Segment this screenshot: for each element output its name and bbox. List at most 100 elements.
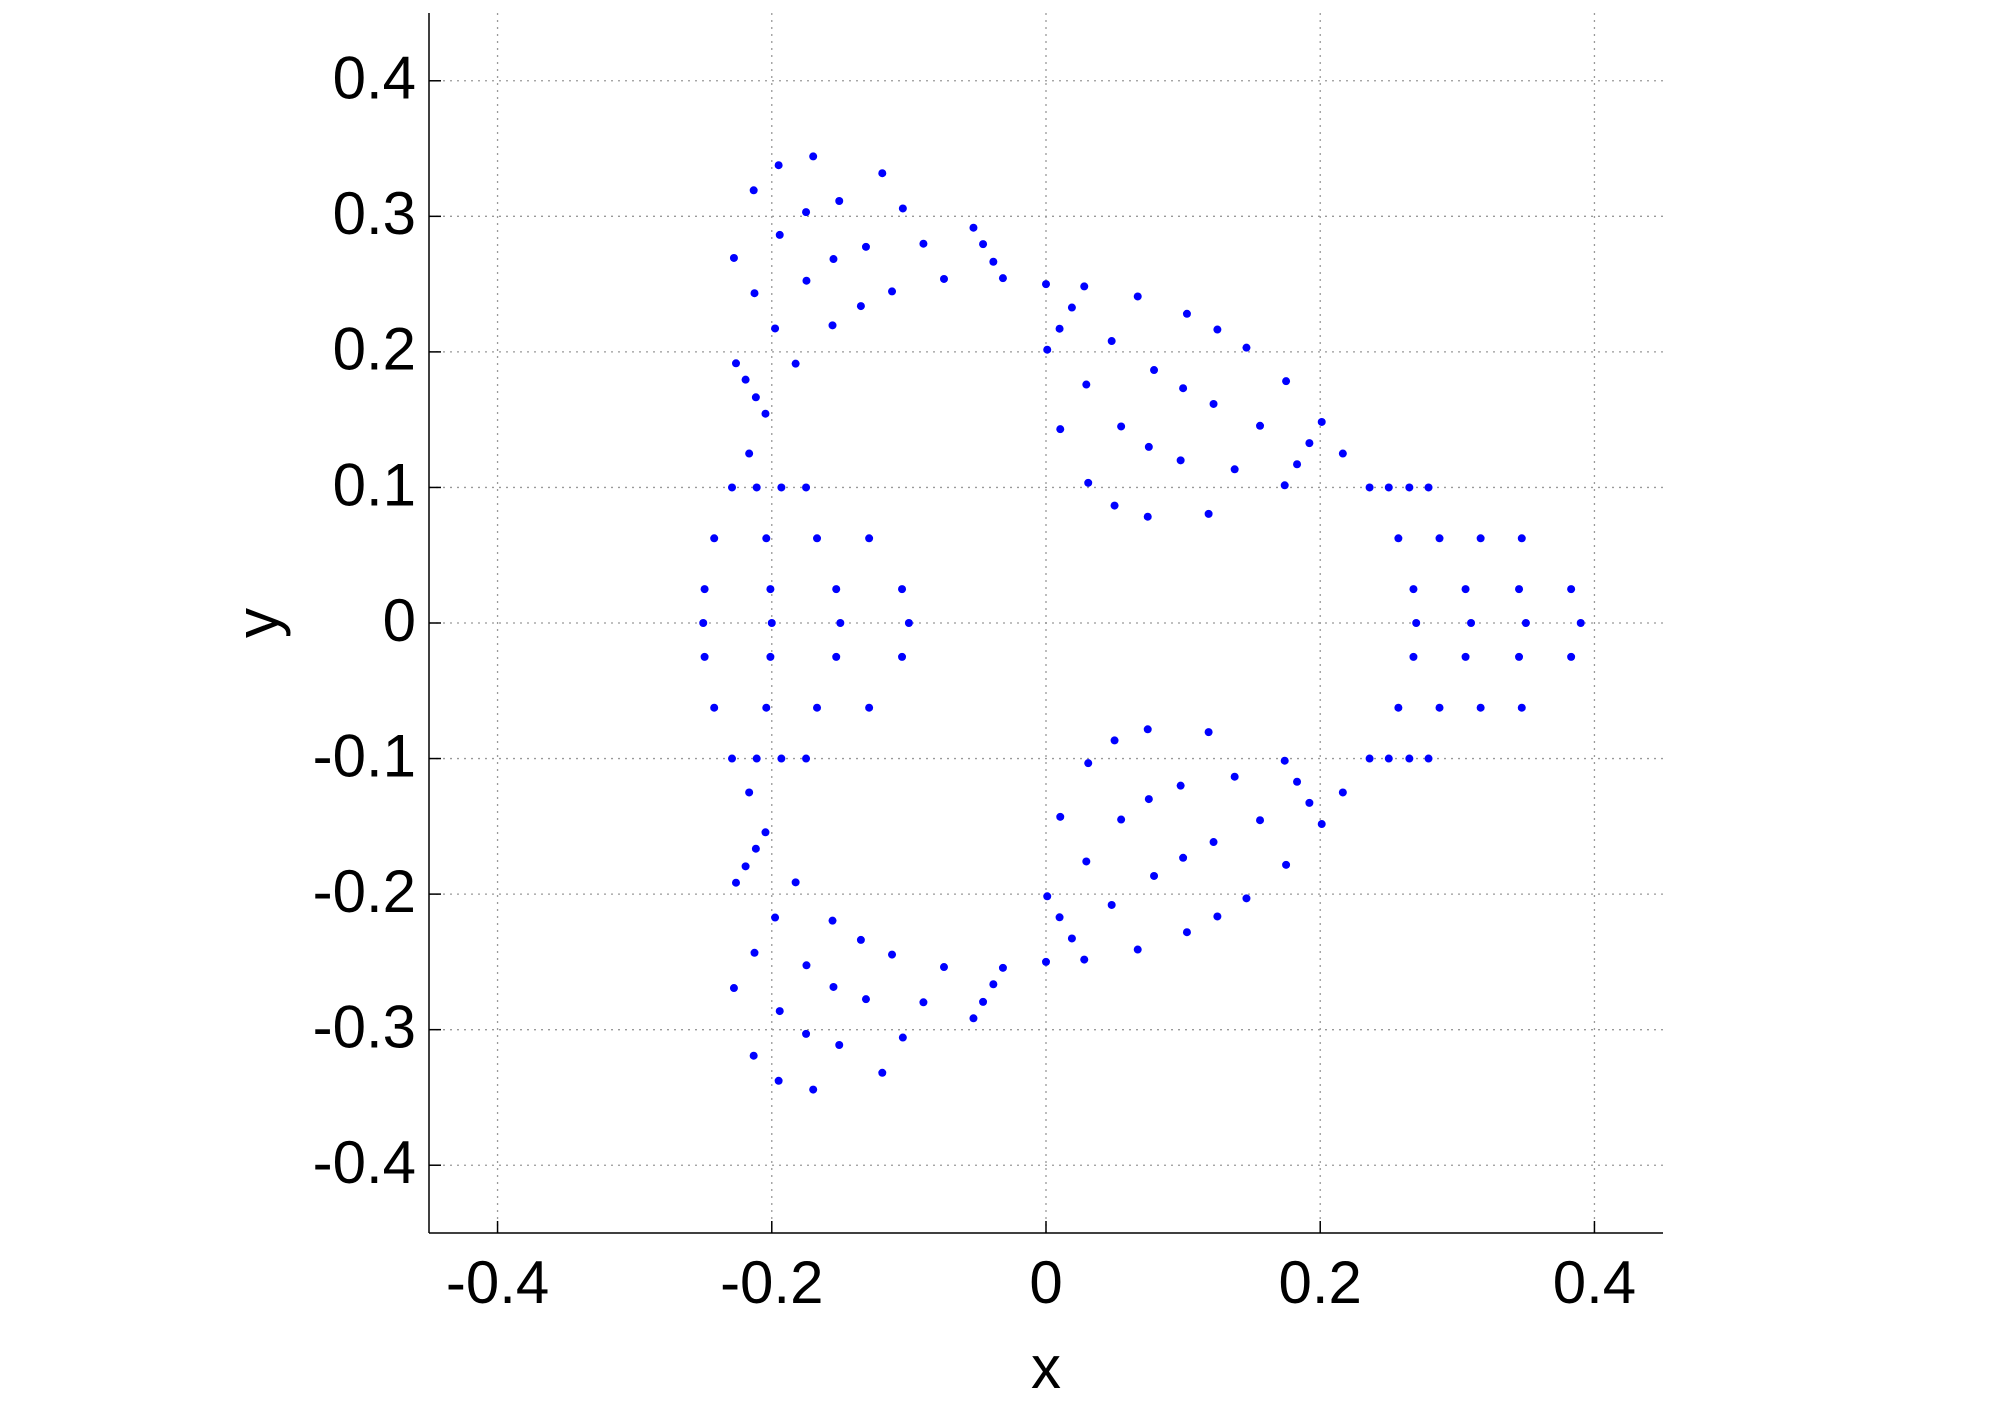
point: [766, 652, 775, 661]
point: [989, 980, 998, 989]
y-tick-label: 0.4: [333, 45, 416, 112]
point: [919, 998, 928, 1007]
y-tick-label: 0.3: [333, 180, 416, 247]
point: [979, 240, 988, 249]
point: [729, 253, 738, 262]
point: [919, 239, 928, 248]
point: [998, 274, 1007, 283]
point: [878, 1068, 887, 1077]
point: [1176, 781, 1185, 790]
point: [969, 223, 978, 232]
point: [750, 948, 759, 957]
point: [762, 534, 771, 543]
point: [1213, 325, 1222, 334]
y-tick-label: -0.1: [313, 722, 416, 789]
point: [1056, 812, 1065, 821]
point: [766, 585, 775, 594]
point: [699, 619, 708, 627]
point: [802, 961, 811, 970]
point: [1043, 345, 1052, 354]
point: [1476, 534, 1485, 543]
point: [1338, 449, 1347, 458]
point: [989, 257, 998, 266]
point: [1067, 934, 1076, 943]
point: [771, 324, 780, 333]
point: [1409, 652, 1418, 661]
y-tick-label: -0.3: [313, 994, 416, 1061]
point: [861, 242, 870, 251]
point: [1435, 534, 1444, 543]
y-axis-label: y: [224, 608, 291, 638]
point: [1567, 585, 1576, 594]
point: [750, 289, 759, 298]
point: [802, 276, 811, 285]
point: [1067, 303, 1076, 312]
point: [1394, 703, 1403, 712]
point: [1110, 736, 1119, 745]
point: [1424, 483, 1433, 492]
point: [835, 1040, 844, 1049]
point: [1133, 292, 1142, 301]
point: [1461, 652, 1470, 661]
point: [1317, 417, 1326, 426]
point: [1305, 439, 1314, 448]
point: [1056, 425, 1065, 434]
point: [1435, 703, 1444, 712]
point: [1042, 957, 1050, 966]
point: [1043, 892, 1052, 901]
point: [751, 393, 760, 402]
point: [741, 862, 750, 871]
y-tick-label: 0.1: [333, 451, 416, 518]
x-tick-label: -0.2: [720, 1249, 823, 1316]
point: [1515, 652, 1524, 661]
point: [1394, 534, 1403, 543]
point: [898, 1033, 907, 1042]
point: [752, 754, 761, 763]
point: [1150, 871, 1159, 880]
point: [731, 878, 740, 887]
point: [774, 1076, 783, 1085]
point: [1204, 509, 1213, 518]
point: [710, 703, 719, 712]
point: [1461, 585, 1470, 594]
point: [728, 483, 737, 492]
point: [939, 274, 948, 283]
point: [1365, 754, 1374, 763]
point: [832, 585, 841, 594]
point: [741, 375, 750, 384]
point: [1230, 772, 1239, 781]
point: [1110, 501, 1119, 510]
point: [1055, 324, 1064, 333]
point: [1476, 703, 1485, 712]
point: [1143, 512, 1152, 521]
point: [1256, 421, 1265, 430]
point: [1144, 795, 1153, 804]
point: [856, 302, 865, 311]
point: [828, 916, 837, 925]
point: [802, 208, 811, 217]
y-tick-label: -0.4: [313, 1129, 416, 1196]
point: [761, 409, 770, 418]
x-tick-label: -0.4: [446, 1249, 549, 1316]
point: [888, 950, 897, 959]
point: [802, 1029, 811, 1038]
point: [1179, 853, 1188, 862]
point: [1242, 894, 1251, 903]
point: [777, 754, 786, 763]
x-tick-label: 0: [1029, 1249, 1062, 1316]
point: [979, 997, 988, 1006]
point: [777, 483, 786, 492]
point: [878, 169, 887, 178]
point: [865, 534, 874, 543]
point: [1176, 456, 1185, 465]
point: [1365, 483, 1374, 492]
point: [865, 703, 874, 712]
point: [1107, 900, 1116, 909]
point: [1082, 380, 1091, 389]
point: [1133, 945, 1142, 954]
point: [856, 935, 865, 944]
x-axis-label: x: [1031, 1334, 1061, 1400]
point: [1515, 585, 1524, 594]
